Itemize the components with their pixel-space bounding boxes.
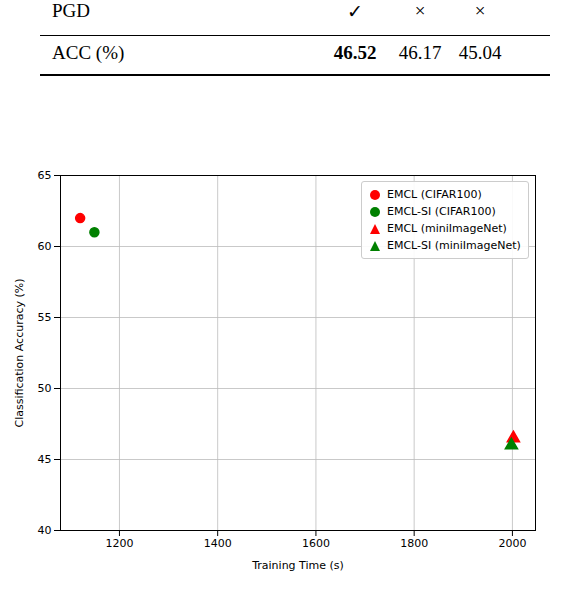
svg-text:60: 60 bbox=[38, 240, 52, 253]
svg-text:45: 45 bbox=[38, 453, 52, 466]
svg-text:Training Time (s): Training Time (s) bbox=[251, 559, 344, 572]
svg-text:50: 50 bbox=[38, 382, 52, 395]
svg-text:1200: 1200 bbox=[105, 537, 133, 550]
html-text:46.17: 46.17 bbox=[398, 42, 442, 63]
svg-text:1800: 1800 bbox=[400, 537, 428, 550]
html-text:PGD: PGD bbox=[52, 0, 90, 21]
html-text:EMCL-SI (miniImageNet): EMCL-SI (miniImageNet) bbox=[387, 239, 521, 252]
svg-text:2000: 2000 bbox=[498, 537, 526, 550]
svg-text:65: 65 bbox=[38, 169, 52, 182]
svg-text:55: 55 bbox=[38, 311, 52, 324]
html-text:ACC (%): ACC (%) bbox=[52, 42, 125, 63]
html-text:EMCL (CIFAR100): EMCL (CIFAR100) bbox=[387, 188, 482, 201]
svg-text:40: 40 bbox=[38, 524, 52, 537]
svg-text:1400: 1400 bbox=[204, 537, 232, 550]
html-text:EMCL-SI (CIFAR100): EMCL-SI (CIFAR100) bbox=[387, 205, 496, 218]
svg-text:1600: 1600 bbox=[302, 537, 330, 550]
html-text:EMCL (miniImageNet): EMCL (miniImageNet) bbox=[387, 222, 507, 235]
svg-text:Classification Accuracy (%): Classification Accuracy (%) bbox=[13, 278, 26, 427]
html-text:45.04: 45.04 bbox=[458, 42, 502, 63]
html-text:46.52: 46.52 bbox=[333, 42, 377, 63]
